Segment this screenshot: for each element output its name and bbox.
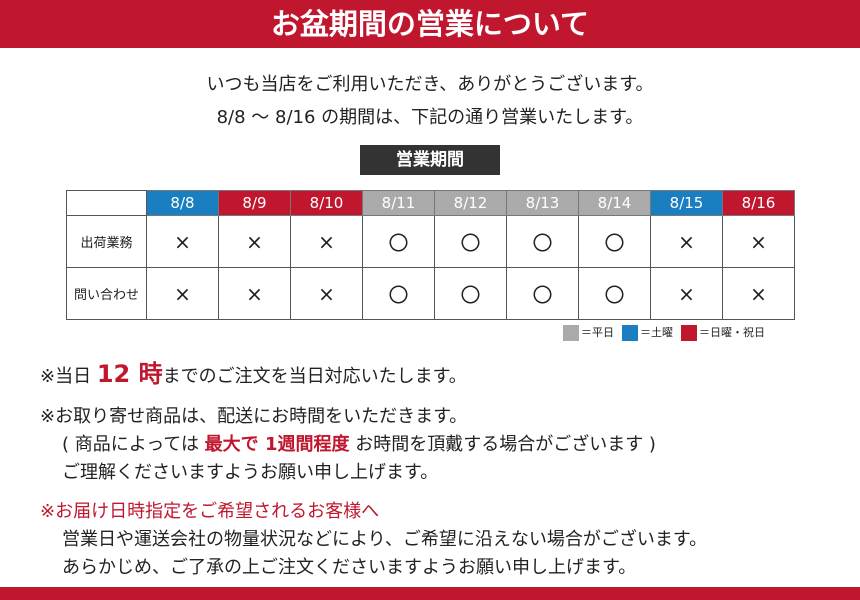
legend-swatch	[622, 325, 638, 341]
legend-label: ＝平日	[581, 326, 614, 339]
note-delivery-heading: ※お届け日時指定をご希望されるお客様へ	[40, 501, 380, 522]
row-label: 出荷業務	[66, 215, 147, 268]
status-cell: ×	[218, 267, 291, 320]
footer-bar	[0, 587, 860, 600]
status-cell: 〇	[578, 267, 651, 320]
status-cell: ×	[290, 267, 363, 320]
note-delivery-thanks: あらかじめ、ご了承の上ご注文くださいますようお願い申し上げます。	[62, 557, 637, 578]
status-cell: ×	[146, 267, 219, 320]
status-cell: ×	[218, 215, 291, 268]
date-header: 8/14	[578, 190, 651, 216]
status-cell: 〇	[506, 267, 579, 320]
legend-item: ＝平日	[563, 324, 614, 341]
date-header: 8/8	[146, 190, 219, 216]
schedule-table: 8/8 8/9 8/10 8/11 8/12 8/13 8/14 8/15 8/16 出荷業務 × ×…	[66, 190, 795, 320]
intro-line-2: 8/8 ～ 8/16 の期間は、下記の通り営業いたします。	[216, 107, 644, 128]
date-header: 8/9	[218, 190, 291, 216]
note-text: ※当日	[40, 366, 97, 387]
note-order-thanks: ご理解くださいますようお願い申し上げます。	[62, 462, 439, 483]
note-text: までのご注文を当日対応いたします。	[162, 366, 467, 387]
legend-label: ＝日曜・祝日	[699, 326, 765, 339]
status-cell: 〇	[578, 215, 651, 268]
status-cell: 〇	[506, 215, 579, 268]
note-order: ※お取り寄せ商品は、配送にお時間をいただきます。	[40, 406, 468, 427]
row-label: 問い合わせ	[66, 267, 147, 320]
note-same-day: ※当日 12 時までのご注文を当日対応いたします。	[40, 354, 467, 389]
legend-swatch	[563, 325, 579, 341]
note-text: お時間を頂戴する場合がございます )	[349, 434, 656, 455]
page-title: お盆期間の営業について	[0, 0, 860, 48]
date-header: 8/11	[362, 190, 435, 216]
status-cell: ×	[290, 215, 363, 268]
legend-item: ＝日曜・祝日	[681, 324, 765, 341]
note-emphasis: 12 時	[96, 360, 163, 388]
status-cell: ×	[146, 215, 219, 268]
date-header: 8/13	[506, 190, 579, 216]
status-cell: ×	[722, 215, 795, 268]
legend-item: ＝土曜	[622, 324, 673, 341]
table-row: 問い合わせ × × × 〇〇〇〇 × ×	[66, 267, 795, 320]
note-text: ( 商品によっては	[62, 434, 205, 455]
date-header: 8/10	[290, 190, 363, 216]
status-cell: ×	[722, 267, 795, 320]
legend: ＝平日 ＝土曜 ＝日曜・祝日	[563, 324, 765, 341]
corner-cell	[66, 190, 147, 216]
status-cell: 〇	[362, 267, 435, 320]
status-cell: 〇	[434, 215, 507, 268]
note-order-detail: ( 商品によっては 最大で 1週間程度 お時間を頂戴する場合がございます )	[62, 430, 656, 456]
table-row: 出荷業務 × × × 〇〇〇〇 × ×	[66, 215, 795, 268]
legend-swatch	[681, 325, 697, 341]
note-delivery-text: 営業日や運送会社の物量状況などにより、ご希望に沿えない場合がございます。	[62, 529, 708, 550]
date-header: 8/12	[434, 190, 507, 216]
section-label: 営業期間	[360, 145, 500, 175]
date-header: 8/16	[722, 190, 795, 216]
status-cell: ×	[650, 215, 723, 268]
status-cell: ×	[650, 267, 723, 320]
status-cell: 〇	[362, 215, 435, 268]
legend-label: ＝土曜	[640, 326, 673, 339]
status-cell: 〇	[434, 267, 507, 320]
intro-line-1: いつも当店をご利用いただき、ありがとうございます。	[206, 74, 654, 95]
note-emphasis: 最大で 1週間程度	[204, 434, 350, 455]
date-header: 8/15	[650, 190, 723, 216]
